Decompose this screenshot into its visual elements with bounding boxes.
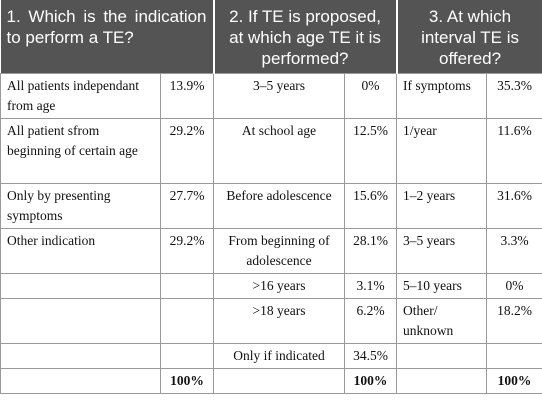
table-row: Other indication 29.2% From beginning of… [0, 227, 542, 274]
interval-cell [396, 342, 488, 369]
age-pct-cell: 6.2% [344, 297, 398, 344]
survey-table: 1. Which is the indication to perform a … [0, 0, 542, 394]
header-age: 2. If TE is proposed, at which age TE it… [213, 0, 398, 73]
age-cell: >16 years [213, 272, 346, 299]
totals-row: 100% 100% 100% [0, 367, 542, 394]
age-pct-cell: 15.6% [344, 182, 398, 229]
age-cell: 3–5 years [213, 72, 346, 119]
interval-pct-cell: 18.2% [486, 297, 542, 344]
indication-cell: All patients independant from age [0, 72, 161, 119]
table-row: >16 years 3.1% 5–10 years 0% [0, 272, 542, 299]
indication-cell [0, 297, 161, 344]
interval-pct-cell: 3.3% [486, 227, 542, 274]
age-pct-cell: 0% [344, 72, 398, 119]
age-cell: >18 years [213, 297, 346, 344]
header-row: 1. Which is the indication to perform a … [0, 0, 542, 73]
interval-pct-cell: 31.6% [486, 182, 542, 229]
table-row: Only if indicated 34.5% [0, 342, 542, 369]
header-indication: 1. Which is the indication to perform a … [0, 0, 215, 73]
age-cell: Only if indicated [213, 342, 346, 369]
header-interval: 3. At which interval TE is offered? [396, 0, 542, 73]
indication-cell: Other indication [0, 227, 161, 274]
indication-cell [0, 272, 161, 299]
interval-total-cell: 100% [486, 367, 542, 394]
indication-cell: All patient sfrom beginning of certain a… [0, 117, 161, 184]
interval-cell: 1/year [396, 117, 488, 184]
interval-cell: If symptoms [396, 72, 488, 119]
age-cell: From beginning of adolescence [213, 227, 346, 274]
indication-pct-cell [159, 272, 215, 299]
age-pct-cell: 28.1% [344, 227, 398, 274]
total-empty-cell [0, 367, 161, 394]
interval-cell: 5–10 years [396, 272, 488, 299]
interval-pct-cell: 11.6% [486, 117, 542, 184]
interval-cell: 1–2 years [396, 182, 488, 229]
interval-pct-cell [486, 342, 542, 369]
table-row: All patients independant from age 13.9% … [0, 72, 542, 119]
table-row: All patient sfrom beginning of certain a… [0, 117, 542, 184]
table-row: >18 years 6.2% Other/ unknown 18.2% [0, 297, 542, 344]
indication-pct-cell [159, 342, 215, 369]
age-total-cell: 100% [344, 367, 398, 394]
indication-pct-cell: 29.2% [159, 227, 215, 274]
total-empty-cell [396, 367, 488, 394]
interval-pct-cell: 0% [486, 272, 542, 299]
interval-cell: 3–5 years [396, 227, 488, 274]
indication-cell: Only by presenting symptoms [0, 182, 161, 229]
age-pct-cell: 12.5% [344, 117, 398, 184]
age-pct-cell: 3.1% [344, 272, 398, 299]
indication-total-cell: 100% [159, 367, 215, 394]
indication-pct-cell [159, 297, 215, 344]
indication-pct-cell: 13.9% [159, 72, 215, 119]
age-cell: At school age [213, 117, 346, 184]
indication-pct-cell: 27.7% [159, 182, 215, 229]
total-empty-cell [213, 367, 346, 394]
age-cell: Before adolescence [213, 182, 346, 229]
indication-pct-cell: 29.2% [159, 117, 215, 184]
table-row: Only by presenting symptoms 27.7% Before… [0, 182, 542, 229]
interval-cell: Other/ unknown [396, 297, 488, 344]
age-pct-cell: 34.5% [344, 342, 398, 369]
indication-cell [0, 342, 161, 369]
interval-pct-cell: 35.3% [486, 72, 542, 119]
